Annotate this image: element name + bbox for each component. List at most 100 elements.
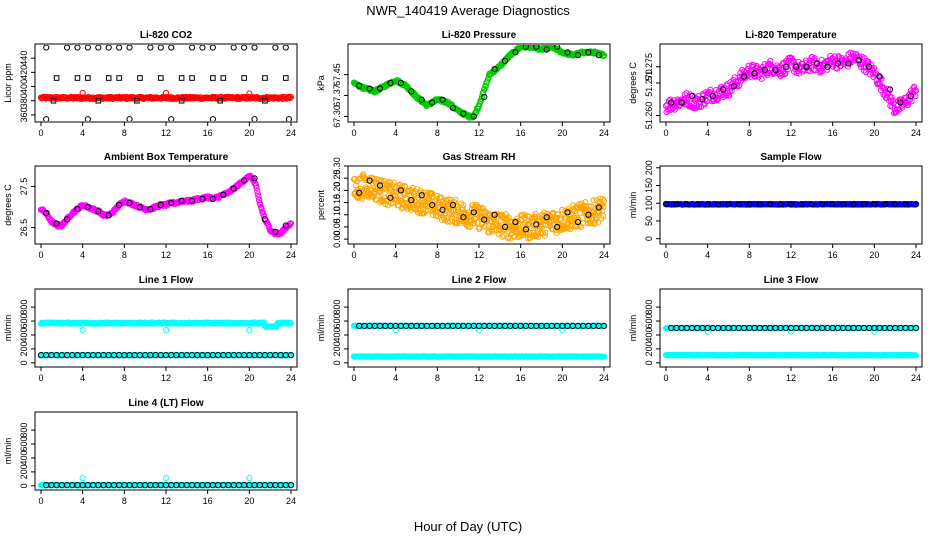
panel-title: Li-820 Temperature (745, 30, 837, 41)
panel-title: Sample Flow (760, 152, 821, 163)
data-point (574, 52, 582, 59)
data-point (709, 92, 716, 100)
x-tick-label: 12 (786, 373, 796, 383)
y-tick-label: 200 (19, 341, 29, 356)
data-point (254, 191, 261, 198)
x-tick-label: 12 (161, 128, 171, 138)
data-point (408, 88, 415, 95)
data-point (147, 206, 154, 213)
data-point (567, 225, 574, 233)
y-tick-label: 0 (644, 236, 654, 241)
data-point (730, 83, 737, 90)
data-point (380, 194, 388, 201)
x-tick-label: 8 (435, 373, 440, 383)
series-green-0 (350, 45, 608, 121)
x-tick-label: 4 (80, 373, 85, 383)
data-point (562, 215, 570, 222)
y-tick-label: 200 (644, 341, 654, 356)
data-point (864, 59, 871, 66)
y-axis-label: ml/min (628, 315, 638, 342)
x-tick-label: 16 (516, 373, 526, 383)
data-point (522, 45, 529, 50)
data-point (829, 201, 836, 208)
data-point (559, 206, 566, 213)
data-point (209, 116, 216, 121)
x-tick-label: 4 (705, 128, 710, 138)
x-tick-label: 20 (244, 373, 254, 383)
y-tick-label: 67.45 (332, 63, 342, 86)
data-point (886, 86, 894, 93)
data-point (43, 210, 50, 217)
data-point (105, 45, 112, 51)
x-tick-label: 24 (286, 373, 296, 383)
data-point (532, 210, 539, 218)
data-point (217, 97, 223, 104)
data-point (356, 82, 363, 89)
data-point (777, 201, 784, 208)
y-axis-label: ml/min (316, 315, 326, 342)
x-tick-label: 24 (599, 373, 609, 383)
data-point (782, 63, 789, 70)
x-tick-label: 0 (351, 250, 356, 260)
series-blue-0 (662, 200, 920, 208)
data-point (50, 97, 57, 104)
series-magenta-0 (37, 172, 295, 238)
data-point (725, 201, 732, 208)
data-point (95, 45, 102, 51)
x-tick-label: 20 (557, 250, 567, 260)
y-tick-label: 100 (644, 196, 654, 211)
data-point (881, 85, 888, 92)
data-point (471, 220, 478, 227)
data-point (460, 110, 467, 117)
data-point (287, 320, 295, 327)
data-point (157, 45, 164, 51)
data-point (489, 228, 496, 235)
data-point (466, 223, 473, 230)
data-point (698, 95, 705, 102)
data-point (449, 201, 457, 209)
x-tick-label: 12 (161, 496, 171, 506)
data-point (210, 75, 216, 81)
data-point (63, 45, 71, 51)
data-point (752, 73, 759, 80)
x-tick-label: 8 (747, 128, 752, 138)
data-point (178, 97, 185, 104)
x-axis: 0 4 8 12 16 20 24 (351, 122, 609, 138)
y-tick-label: 0 (19, 360, 29, 365)
x-tick-label: 4 (80, 128, 85, 138)
data-point (178, 197, 185, 204)
x-tick-label: 4 (705, 373, 710, 383)
x-tick-label: 16 (203, 250, 213, 260)
data-point (282, 75, 289, 81)
data-point (360, 171, 367, 178)
data-point (387, 194, 394, 201)
data-point (892, 201, 899, 208)
data-point (782, 70, 789, 77)
data-point (512, 218, 519, 226)
x-tick-label: 12 (161, 250, 171, 260)
data-point (360, 173, 367, 180)
y-tick-label: 800 (19, 300, 29, 315)
data-point (543, 46, 550, 53)
series-cyan-1 (662, 351, 920, 359)
series-black-1 (662, 201, 920, 208)
data-point (428, 190, 435, 197)
x-tick-label: 0 (38, 250, 43, 260)
data-point (855, 57, 862, 64)
x-tick-label: 0 (663, 128, 668, 138)
data-point (253, 184, 260, 192)
plot-marks (662, 49, 920, 117)
data-point (574, 222, 581, 230)
data-point (758, 75, 765, 82)
data-point (261, 216, 269, 223)
data-point (806, 68, 813, 75)
data-point (481, 93, 488, 101)
data-point (79, 326, 86, 334)
series-black-2 (668, 324, 920, 332)
data-point (781, 71, 788, 78)
y-axis-label: kPa (316, 75, 326, 91)
plot-marks (350, 322, 608, 360)
